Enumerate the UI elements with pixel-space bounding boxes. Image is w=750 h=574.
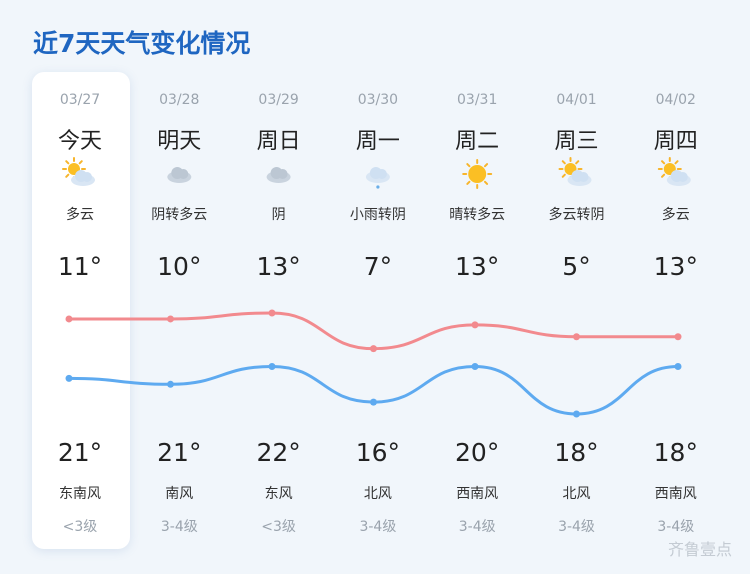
- temp-dot: [471, 321, 479, 329]
- temp-label: 7°: [363, 252, 393, 281]
- cloud: [578, 172, 589, 182]
- day: 今天: [57, 129, 102, 154]
- wind-level: <3级: [62, 519, 98, 535]
- temp-dot: [471, 362, 479, 370]
- temp-dot: [573, 410, 580, 418]
- day: 周一: [355, 129, 400, 154]
- raindrop: [376, 185, 380, 189]
- cloud: [277, 169, 288, 179]
- temp-dot: [167, 315, 174, 323]
- cloud: [677, 172, 688, 182]
- wind: 东风: [264, 486, 293, 502]
- weather: 阴: [271, 207, 286, 223]
- sun-ray: [466, 163, 471, 168]
- sun: [468, 165, 487, 183]
- sun-ray: [483, 163, 489, 168]
- temp-line: [68, 364, 679, 416]
- temp-dot: [167, 380, 174, 388]
- cloud: [376, 169, 387, 179]
- temp-dot: [268, 362, 276, 370]
- wind: 东南风: [59, 486, 101, 502]
- temp-dot: [370, 345, 377, 353]
- wind: 北风: [363, 486, 392, 502]
- weather: 多云: [66, 207, 94, 223]
- wind-level: 3-4级: [458, 519, 496, 535]
- temp-label: 18°: [653, 438, 698, 467]
- sun-ray: [561, 160, 566, 165]
- weather-icon: [462, 159, 493, 189]
- watermark: 齐鲁壹点: [667, 540, 732, 559]
- cloud: [82, 172, 92, 182]
- sun-ray: [466, 180, 471, 185]
- temp-dot: [674, 362, 682, 370]
- weather-icon: [558, 157, 592, 186]
- date: 03/31: [457, 92, 498, 108]
- sun-ray: [661, 173, 666, 178]
- wind-level: 3-4级: [657, 519, 695, 535]
- temp-dot: [65, 315, 73, 323]
- sun-ray: [78, 160, 83, 165]
- temp-line: [68, 311, 678, 351]
- weather: 多云转阴: [548, 207, 605, 223]
- temp-label: 13°: [256, 252, 301, 281]
- temp-label: 21°: [57, 438, 103, 467]
- day: 周日: [256, 129, 301, 154]
- wind: 西南风: [654, 486, 697, 502]
- weather-icon: [167, 167, 192, 183]
- sun-ray: [65, 173, 70, 178]
- sun-ray: [575, 160, 580, 165]
- temp-label: 13°: [455, 252, 500, 281]
- wind: 南风: [165, 486, 194, 502]
- weather-icon: [266, 167, 291, 183]
- weather: 小雨转阴: [349, 207, 406, 223]
- temp-dot: [674, 333, 682, 341]
- sun-ray: [561, 173, 566, 178]
- temp-dot: [573, 333, 580, 341]
- day: 明天: [157, 129, 202, 154]
- temp-label: 11°: [57, 252, 103, 281]
- today-card: [32, 72, 130, 549]
- date: 04/02: [655, 92, 696, 108]
- temp-label: 20°: [455, 438, 500, 467]
- wind-level: 3-4级: [160, 519, 198, 535]
- weather-icon: [365, 167, 390, 189]
- date: 03/30: [357, 92, 399, 108]
- temp-label: 21°: [157, 438, 202, 467]
- date: 04/01: [556, 92, 597, 108]
- sun-ray: [674, 160, 679, 165]
- date: 03/27: [59, 92, 101, 108]
- date: 03/29: [258, 92, 299, 108]
- temp-label: 16°: [355, 438, 401, 467]
- temp-dot: [268, 309, 276, 317]
- title: 近7天天气变化情况: [33, 29, 251, 58]
- temp-dot: [370, 398, 377, 406]
- temp-dot: [65, 374, 73, 382]
- weather: 晴转多云: [449, 207, 506, 223]
- wind: 北风: [562, 486, 591, 502]
- wind-level: 3-4级: [359, 519, 397, 535]
- sun-ray: [661, 160, 666, 165]
- wind-level: 3-4级: [558, 519, 595, 535]
- temp-label: 18°: [554, 438, 599, 467]
- day: 周四: [653, 129, 698, 154]
- day: 周二: [455, 129, 500, 154]
- weather-icon: [62, 157, 95, 186]
- day: 周三: [554, 129, 599, 154]
- cloud: [178, 169, 189, 179]
- wind: 西南风: [456, 486, 499, 502]
- weather: 阴转多云: [151, 207, 208, 223]
- temp-label: 22°: [256, 438, 301, 467]
- temp-label: 13°: [653, 252, 698, 281]
- weather: 多云: [661, 207, 690, 223]
- temp-label: 10°: [157, 252, 202, 281]
- date: 03/28: [159, 92, 200, 108]
- weather-icon: [657, 157, 691, 186]
- sun-ray: [483, 180, 489, 185]
- wind-level: <3级: [261, 519, 296, 535]
- temp-label: 5°: [562, 252, 591, 281]
- sun-ray: [65, 160, 70, 165]
